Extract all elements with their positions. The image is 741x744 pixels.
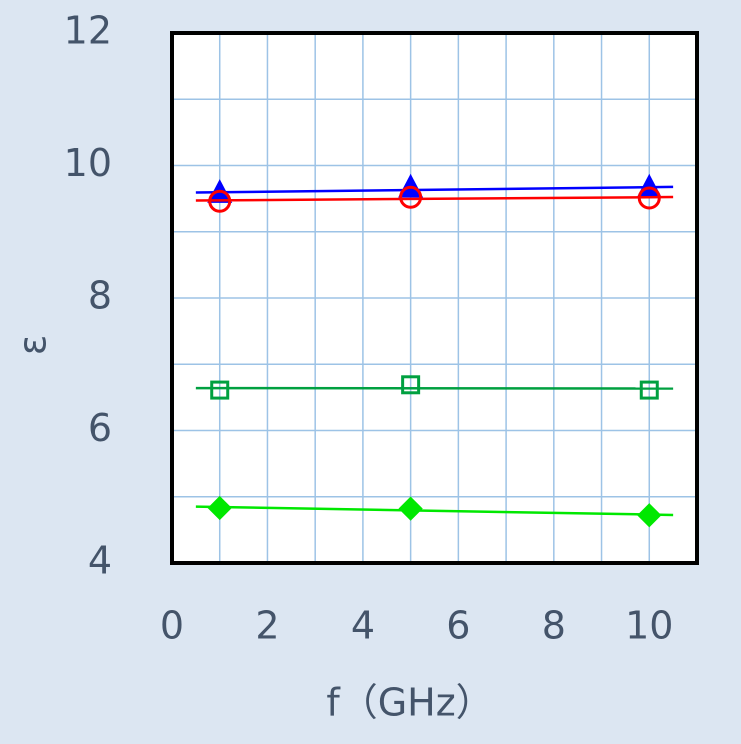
x-axis-label: f（GHz） [326,681,493,725]
point [399,185,423,209]
plot-border [170,31,699,565]
point [637,503,662,528]
point [208,189,232,213]
point [639,380,659,400]
y-axis-label: ε [11,335,55,356]
point [401,375,421,395]
y-tick-label: 6 [88,406,112,450]
x-tick-label: 0 [160,604,184,648]
y-tick-label: 10 [64,141,112,185]
trend-line [195,195,674,202]
y-tick-label: 8 [88,274,112,318]
x-tick-label: 4 [351,604,375,648]
x-tick-label: 2 [255,604,279,648]
x-tick-label: 8 [542,604,566,648]
point [207,495,232,521]
point [398,496,423,521]
point [637,186,661,210]
x-tick-label: 10 [625,604,673,648]
point [210,380,230,400]
trend-line [195,185,674,194]
x-tick-label: 6 [446,604,470,648]
y-tick-label: 4 [88,539,112,583]
trend-line [195,505,674,517]
y-tick-label: 12 [64,9,112,53]
